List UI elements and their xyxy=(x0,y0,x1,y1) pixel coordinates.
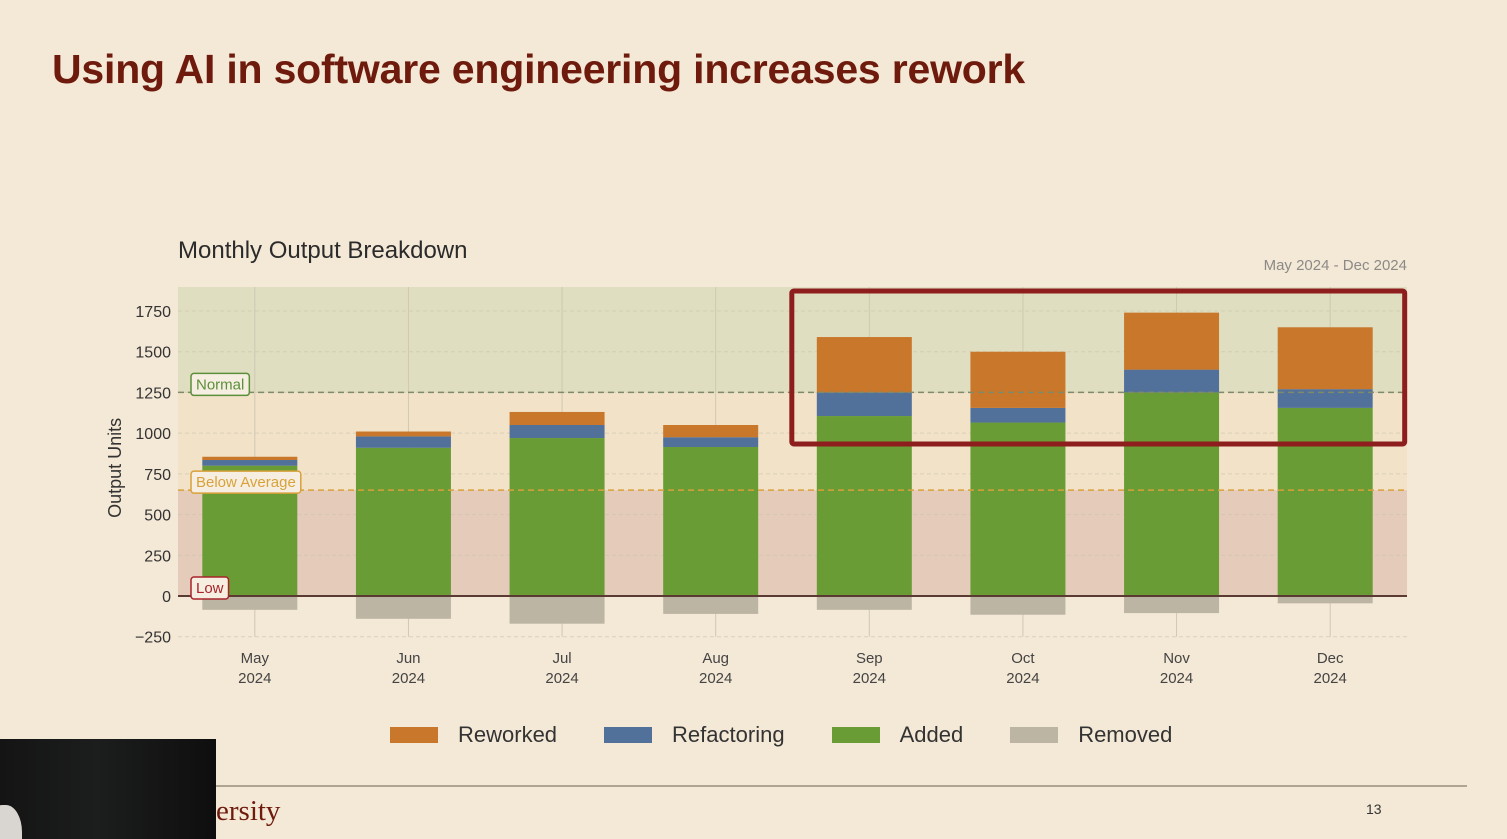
bar-refactoring xyxy=(1277,389,1373,408)
bar-removed xyxy=(355,596,451,619)
y-tick-label: 1500 xyxy=(135,345,171,362)
x-tick-label-month: Oct xyxy=(1011,650,1035,667)
bar-refactoring xyxy=(202,460,298,466)
legend-item-reworked: Reworked xyxy=(390,722,557,748)
y-tick-label: −250 xyxy=(135,630,171,647)
bar-refactoring xyxy=(355,436,451,448)
threshold-label-below-average: Below Average xyxy=(196,474,296,491)
bar-refactoring xyxy=(816,392,912,417)
threshold-label-low: Low xyxy=(196,580,224,597)
x-tick-label-month: Dec xyxy=(1317,650,1344,667)
chart-legend: Reworked Refactoring Added Removed xyxy=(390,721,1219,749)
legend-label: Added xyxy=(899,722,964,747)
speaker-video-overlay xyxy=(0,739,216,839)
y-tick-label: 1000 xyxy=(135,426,171,443)
x-tick-label-month: Nov xyxy=(1163,650,1190,667)
x-tick-label-year: 2024 xyxy=(1006,670,1039,687)
bar-refactoring xyxy=(970,407,1066,423)
bar-added xyxy=(663,446,759,596)
bar-reworked xyxy=(816,337,912,393)
speaker-silhouette xyxy=(0,805,22,839)
x-tick-label-year: 2024 xyxy=(1314,670,1347,687)
legend-label: Removed xyxy=(1078,722,1173,747)
bar-refactoring xyxy=(663,437,759,447)
bar-added xyxy=(1124,392,1220,596)
bar-refactoring xyxy=(509,425,605,439)
x-tick-label-year: 2024 xyxy=(853,670,886,687)
y-tick-label: 250 xyxy=(144,548,171,565)
bar-added xyxy=(1277,407,1373,596)
threshold-label-normal: Normal xyxy=(196,376,244,393)
highlight-box xyxy=(789,288,1408,447)
bar-reworked xyxy=(355,431,451,437)
chart-subtitle: May 2024 - Dec 2024 xyxy=(1263,257,1407,274)
legend-swatch xyxy=(1010,727,1059,743)
legend-item-removed: Removed xyxy=(1010,722,1172,748)
x-tick-label-year: 2024 xyxy=(545,670,578,687)
bar-reworked xyxy=(970,351,1066,408)
university-logo: ersity xyxy=(216,795,281,827)
x-tick-label-year: 2024 xyxy=(1160,670,1193,687)
x-tick-label-month: Jun xyxy=(396,650,420,667)
bar-removed xyxy=(1124,596,1220,614)
bar-refactoring xyxy=(1124,369,1220,393)
legend-label: Reworked xyxy=(458,722,558,747)
x-tick-label-year: 2024 xyxy=(392,670,425,687)
x-tick-label-month: Jul xyxy=(552,650,571,667)
legend-swatch xyxy=(390,727,438,743)
bar-reworked xyxy=(1277,327,1373,390)
x-tick-label-month: Sep xyxy=(856,650,883,667)
x-tick-label-month: Aug xyxy=(702,650,729,667)
threshold-label-box xyxy=(190,470,302,494)
y-tick-label: 1750 xyxy=(135,304,171,321)
y-tick-label: 500 xyxy=(144,508,171,525)
y-axis-label: Output Units xyxy=(105,418,125,518)
bar-reworked xyxy=(1124,312,1220,370)
threshold-label-box xyxy=(190,576,230,600)
bar-added xyxy=(970,422,1066,596)
slide-title: Using AI in software engineering increas… xyxy=(52,46,1025,92)
x-tick-label-month: May xyxy=(241,650,270,667)
legend-swatch xyxy=(831,727,880,743)
legend-item-refactoring: Refactoring xyxy=(604,722,785,748)
legend-label: Refactoring xyxy=(672,722,785,747)
legend-swatch xyxy=(604,727,653,743)
bar-removed xyxy=(509,596,605,624)
bar-reworked xyxy=(509,411,605,425)
bar-removed xyxy=(970,596,1066,615)
x-tick-label-year: 2024 xyxy=(699,670,732,687)
bar-reworked xyxy=(202,456,298,461)
chart-title: Monthly Output Breakdown xyxy=(178,237,468,264)
y-tick-label: 0 xyxy=(162,589,171,606)
page-number: 13 xyxy=(1366,801,1382,817)
bar-removed xyxy=(816,596,912,610)
y-tick-label: 1250 xyxy=(135,385,171,402)
x-tick-label-year: 2024 xyxy=(238,670,271,687)
bar-added xyxy=(509,438,605,596)
y-tick-label: 750 xyxy=(144,467,171,484)
legend-item-added: Added xyxy=(831,722,964,748)
bar-added xyxy=(355,447,451,596)
footer-divider xyxy=(216,785,1467,787)
bar-removed xyxy=(663,596,759,614)
bar-removed xyxy=(1277,596,1373,604)
threshold-label-box xyxy=(190,372,251,397)
bar-reworked xyxy=(663,425,759,438)
